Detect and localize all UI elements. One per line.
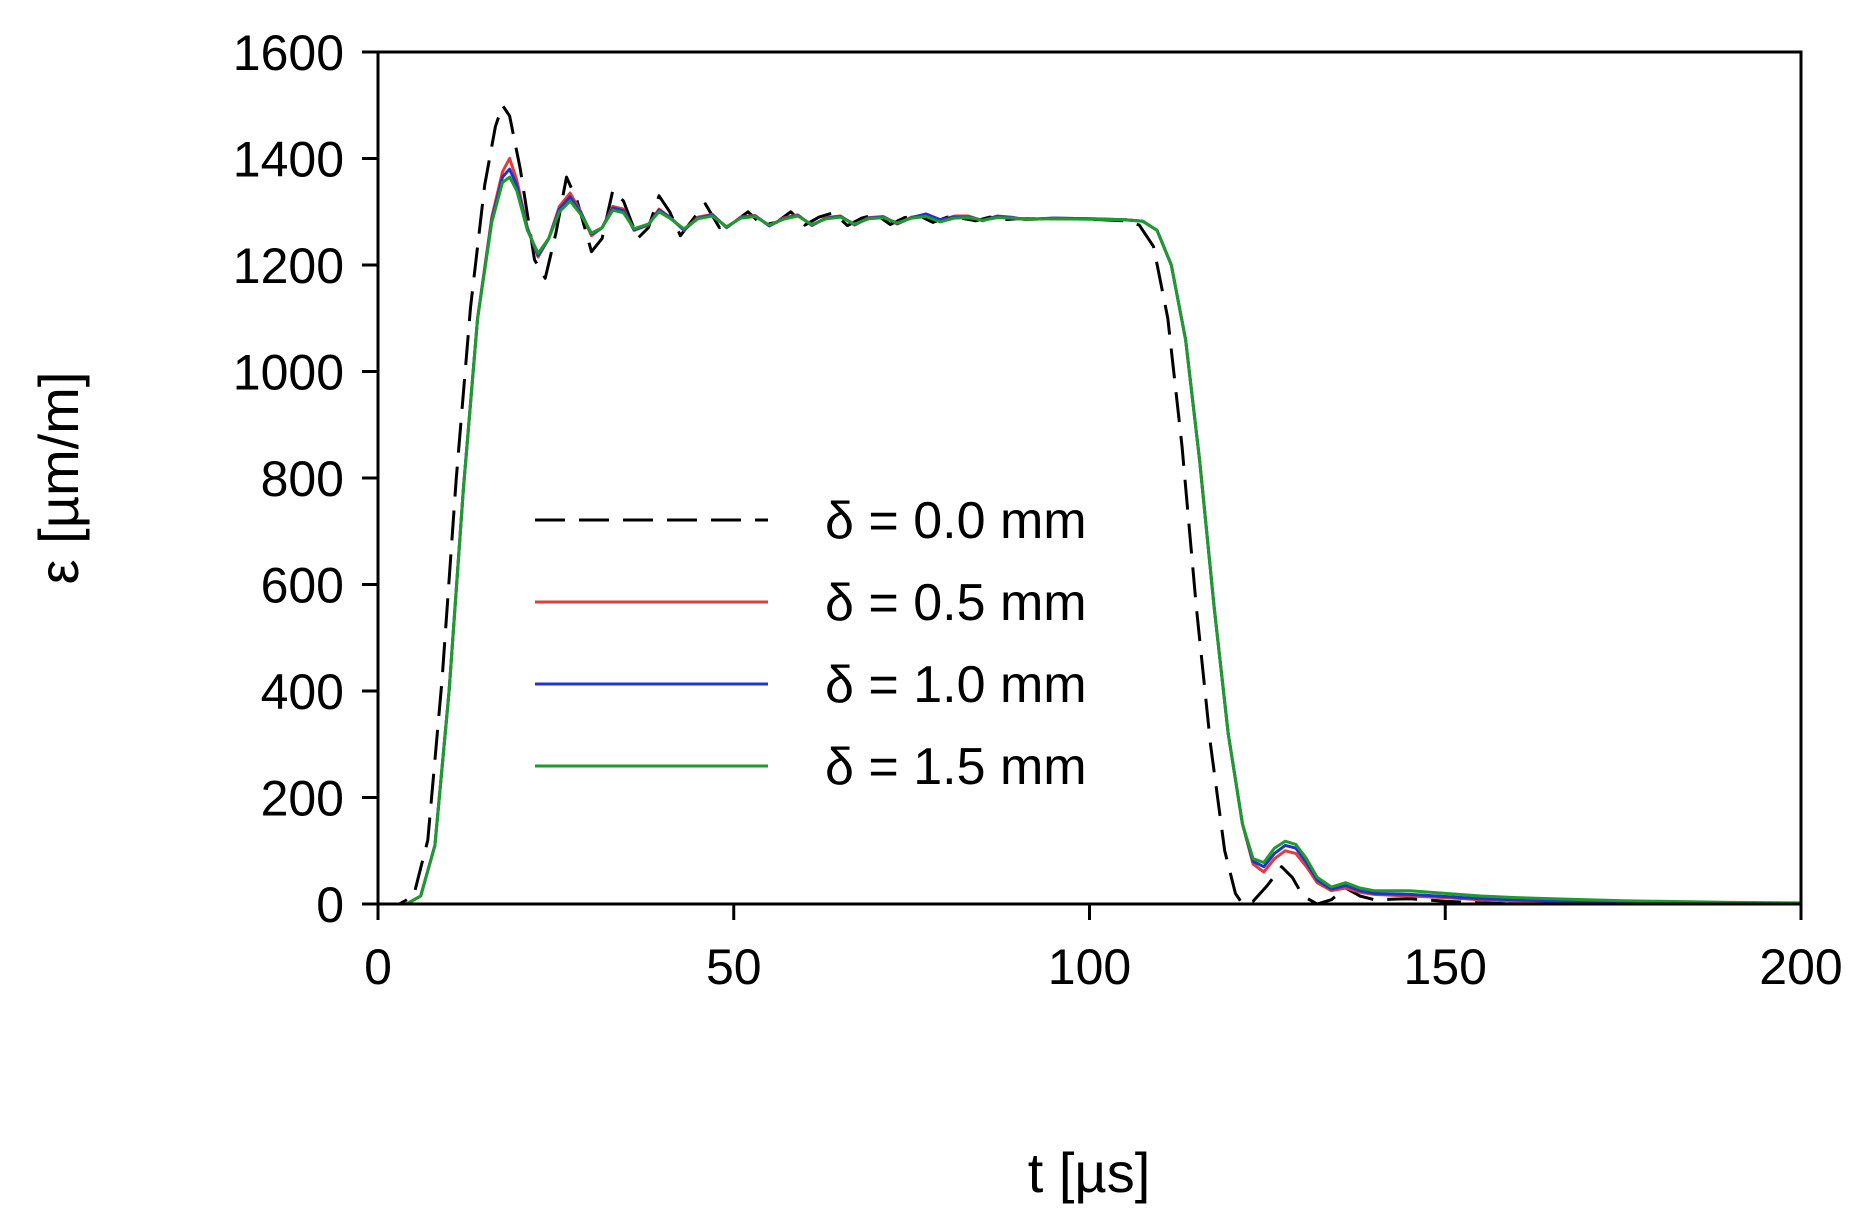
legend-label-0: δ = 0.0 mm: [825, 492, 1087, 550]
series-layer: [378, 103, 1802, 906]
series-line-0: [378, 103, 1801, 906]
legend: δ = 0.0 mm δ = 0.5 mm δ = 1.0 mm δ = 1.5 mm: [535, 492, 1087, 796]
y-tick-label-6: 1200: [233, 238, 344, 294]
x-tick-label-2: 100: [1048, 939, 1131, 995]
y-tick-label-7: 1400: [233, 132, 344, 188]
series-line-3: [378, 175, 1802, 906]
y-tick-label-2: 400: [261, 664, 344, 720]
legend-label-3: δ = 1.5 mm: [825, 738, 1087, 796]
x-tick-label-4: 200: [1759, 939, 1842, 995]
legend-label-1: δ = 0.5 mm: [825, 574, 1087, 632]
y-axis-title: ε [µm/m]: [27, 372, 90, 585]
x-tick-label-1: 50: [706, 939, 762, 995]
x-tick-label-3: 150: [1404, 939, 1487, 995]
y-tick-label-3: 600: [261, 558, 344, 614]
y-tick-label-8: 1600: [233, 25, 344, 81]
x-tick-label-0: 0: [364, 939, 392, 995]
legend-label-2: δ = 1.0 mm: [825, 656, 1087, 714]
y-tick-label-4: 800: [261, 451, 344, 507]
y-tick-label-5: 1000: [233, 345, 344, 401]
y-tick-label-0: 0: [316, 877, 344, 933]
y-tick-label-1: 200: [261, 771, 344, 827]
tick-layer: 0 50 100 150 200 0 200 400 600 800 1000 1200 1400 160…: [233, 25, 1843, 995]
x-axis-title: t [µs]: [1028, 1141, 1151, 1204]
